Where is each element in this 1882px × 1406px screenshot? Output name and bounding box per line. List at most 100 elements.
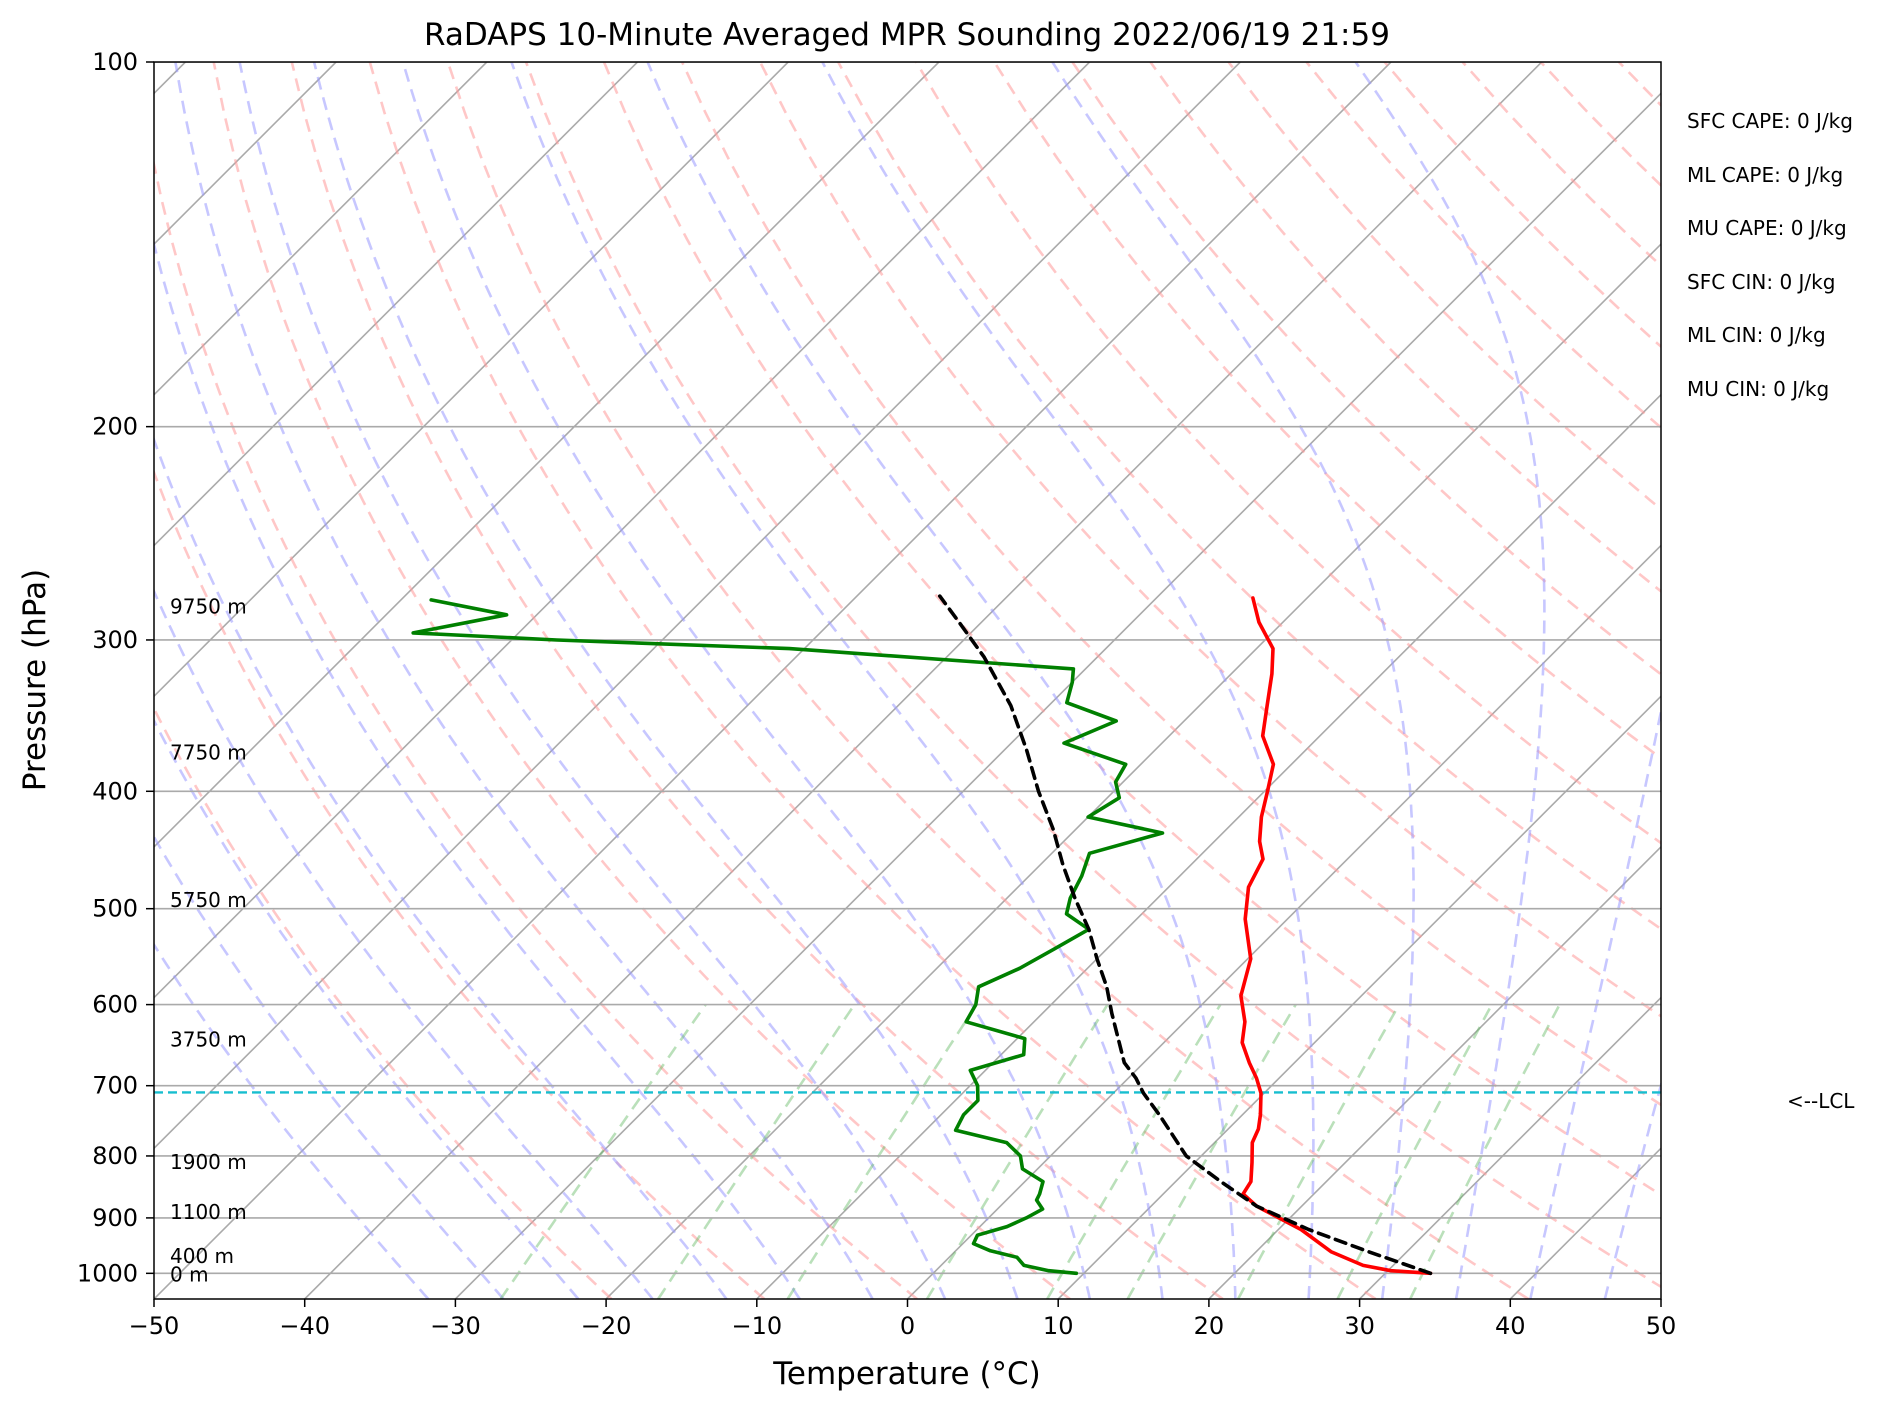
mixing-ratio-line	[499, 1003, 707, 1299]
moist-adiabat-line	[312, 62, 1019, 1299]
moist-adiabat-line	[154, 239, 801, 1299]
x-tick-label: −40	[279, 1312, 330, 1340]
isotherm-line	[756, 393, 1661, 1299]
y-axis-label: Pressure (hPa)	[17, 569, 53, 791]
y-tick-label: 200	[92, 413, 138, 441]
chart-title: RaDAPS 10-Minute Averaged MPR Sounding 2…	[424, 17, 1390, 53]
y-tick-label: 700	[92, 1072, 138, 1100]
sfc-cin-label: SFC CIN: 0 J/kg	[1687, 270, 1836, 294]
y-axis-ticks: 100 200 300 400 500 600 700 800 900 1000	[77, 48, 154, 1287]
dry-adiabat-line	[1697, 62, 1882, 1299]
mixing-ratio-line	[1236, 1003, 1401, 1299]
moist-adiabat-line	[154, 942, 430, 1299]
moist-adiabat-line	[510, 62, 1164, 1299]
dry-adiabat-line	[154, 158, 918, 1299]
x-tick-label: −50	[129, 1312, 180, 1340]
moist-adiabat-line	[646, 62, 1237, 1299]
dry-adiabat-line	[154, 705, 613, 1299]
isotherm-line	[304, 62, 1543, 1299]
isotherm-line	[154, 62, 639, 547]
dry-adiabat-line	[1071, 62, 1661, 676]
moist-adiabat-line	[401, 62, 1092, 1299]
y-tick-label: 100	[92, 48, 138, 76]
isotherm-line	[154, 62, 1241, 1150]
moist-adiabat-line	[238, 62, 947, 1299]
isotherm-line	[1359, 996, 1661, 1299]
dry-adiabat-line	[1383, 62, 1661, 349]
isotherm-line	[1660, 1297, 1661, 1299]
height-label: 9750 m	[170, 595, 247, 619]
ml-cape-label: ML CAPE: 0 J/kg	[1687, 163, 1844, 187]
height-label: 5750 m	[170, 888, 247, 912]
moist-adiabat-line	[174, 62, 874, 1299]
height-label: 1100 m	[170, 1200, 247, 1224]
y-tick-label: 800	[92, 1142, 138, 1170]
dry-adiabat-line	[446, 62, 1530, 1299]
y-tick-label: 300	[92, 626, 138, 654]
mixing-ratio-line	[657, 1003, 856, 1299]
moist-adiabat-line	[154, 435, 728, 1299]
dry-adiabat-line	[524, 62, 1661, 1289]
x-tick-label: 40	[1495, 1312, 1526, 1340]
dewpoint-trace	[411, 598, 1165, 1276]
dry-adiabat-line	[1149, 62, 1661, 593]
moist-adiabat-line	[154, 717, 580, 1299]
moist-adiabat-line	[1603, 1079, 1661, 1299]
dry-adiabat-line	[1305, 62, 1661, 430]
x-tick-label: 10	[1043, 1312, 1074, 1340]
dry-adiabat-line	[837, 62, 1661, 931]
mixing-ratio-line	[1126, 1003, 1297, 1299]
x-tick-label: 20	[1194, 1312, 1225, 1340]
height-label: 0 m	[170, 1262, 209, 1286]
isotherm-line	[154, 62, 940, 849]
mixing-ratio-line	[1336, 1003, 1493, 1299]
dry-adiabat-line	[758, 62, 1661, 1018]
isotherm-line	[154, 62, 789, 698]
x-tick-label: −20	[581, 1312, 632, 1340]
isotherm-line	[1509, 1147, 1661, 1299]
y-tick-label: 500	[92, 895, 138, 923]
ml-cin-label: ML CIN: 0 J/kg	[1687, 323, 1826, 347]
mixing-ratio-line	[925, 1003, 1109, 1299]
x-axis-ticks: −50 −40 −30 −20 −10 0 10 20 30 40 50	[129, 1299, 1677, 1340]
y-tick-label: 1000	[77, 1259, 138, 1287]
dry-adiabat-line	[602, 62, 1661, 1197]
moist-adiabat-line	[821, 62, 1315, 1299]
moist-adiabat-line	[154, 588, 654, 1299]
y-tick-label: 600	[92, 991, 138, 1019]
x-tick-label: −10	[731, 1312, 782, 1340]
height-label: 1900 m	[170, 1150, 247, 1174]
moist-adiabat-line	[1529, 704, 1661, 1299]
mixing-ratio-line	[1046, 1003, 1222, 1299]
mixing-ratio-line	[786, 1003, 978, 1299]
isotherm-line	[154, 62, 1091, 999]
moist-adiabat-line	[1354, 62, 1546, 1299]
moist-adiabat-line	[154, 834, 505, 1299]
dry-adiabat-line	[680, 62, 1661, 1107]
mixing-ratio-line	[1409, 1003, 1561, 1299]
mu-cape-label: MU CAPE: 0 J/kg	[1687, 216, 1847, 240]
lcl-label: <--LCL	[1787, 1089, 1855, 1113]
height-label: 7750 m	[170, 741, 247, 765]
dry-adiabat-line	[993, 62, 1661, 760]
background-lines	[154, 62, 1882, 1299]
height-label: 3750 m	[170, 1028, 247, 1052]
dry-adiabat-line	[1539, 62, 1661, 188]
dry-adiabat-line	[154, 468, 766, 1299]
isotherm-line	[154, 62, 1392, 1299]
y-tick-label: 400	[92, 777, 138, 805]
dry-adiabat-line	[368, 62, 1377, 1299]
dry-adiabat-line	[915, 62, 1661, 845]
sfc-cape-label: SFC CAPE: 0 J/kg	[1687, 109, 1853, 133]
x-tick-label: 0	[900, 1312, 915, 1340]
x-tick-label: 50	[1646, 1312, 1677, 1340]
sounding-traces	[411, 594, 1433, 1276]
dry-adiabat-line	[1775, 62, 1882, 1299]
moist-adiabat-line	[1051, 62, 1415, 1299]
x-tick-label: 30	[1344, 1312, 1375, 1340]
dry-adiabat-line	[290, 62, 1224, 1299]
isotherm-line	[154, 62, 488, 396]
parcel-trace	[938, 594, 1433, 1276]
